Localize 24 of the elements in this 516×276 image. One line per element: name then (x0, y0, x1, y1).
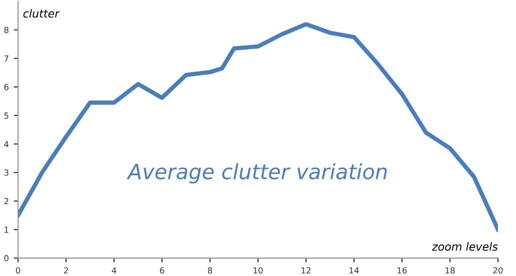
x-tick-label: 18 (446, 267, 455, 274)
y-tick-label: 5 (4, 112, 8, 119)
y-axis-title: clutter (23, 9, 60, 18)
y-tick-label: 3 (4, 169, 8, 176)
y-tick-label: 0 (4, 255, 8, 262)
x-tick-label: 4 (112, 267, 116, 274)
y-tick-label: 1 (4, 226, 8, 233)
x-tick-label: 0 (16, 267, 20, 274)
x-tick-label: 12 (302, 267, 310, 274)
x-tick-label: 2 (64, 267, 68, 274)
y-tick-label: 8 (4, 26, 8, 34)
annotation: Average clutter variation (126, 163, 387, 184)
x-tick-label: 14 (350, 267, 359, 274)
x-tick-label: 8 (208, 267, 212, 274)
y-tick-label: 4 (4, 141, 9, 148)
x-tick-label: 10 (254, 267, 263, 274)
y-tick-label: 2 (4, 198, 8, 204)
x-tick-label: 20 (493, 267, 503, 274)
x-tick-label: 6 (160, 267, 164, 274)
line-series (18, 22, 498, 232)
x-tick-label: 16 (398, 267, 407, 274)
y-tick-label: 7 (4, 56, 8, 62)
x-axis-title: zoom levels (432, 242, 498, 251)
y-tick-label: 6 (4, 84, 9, 90)
